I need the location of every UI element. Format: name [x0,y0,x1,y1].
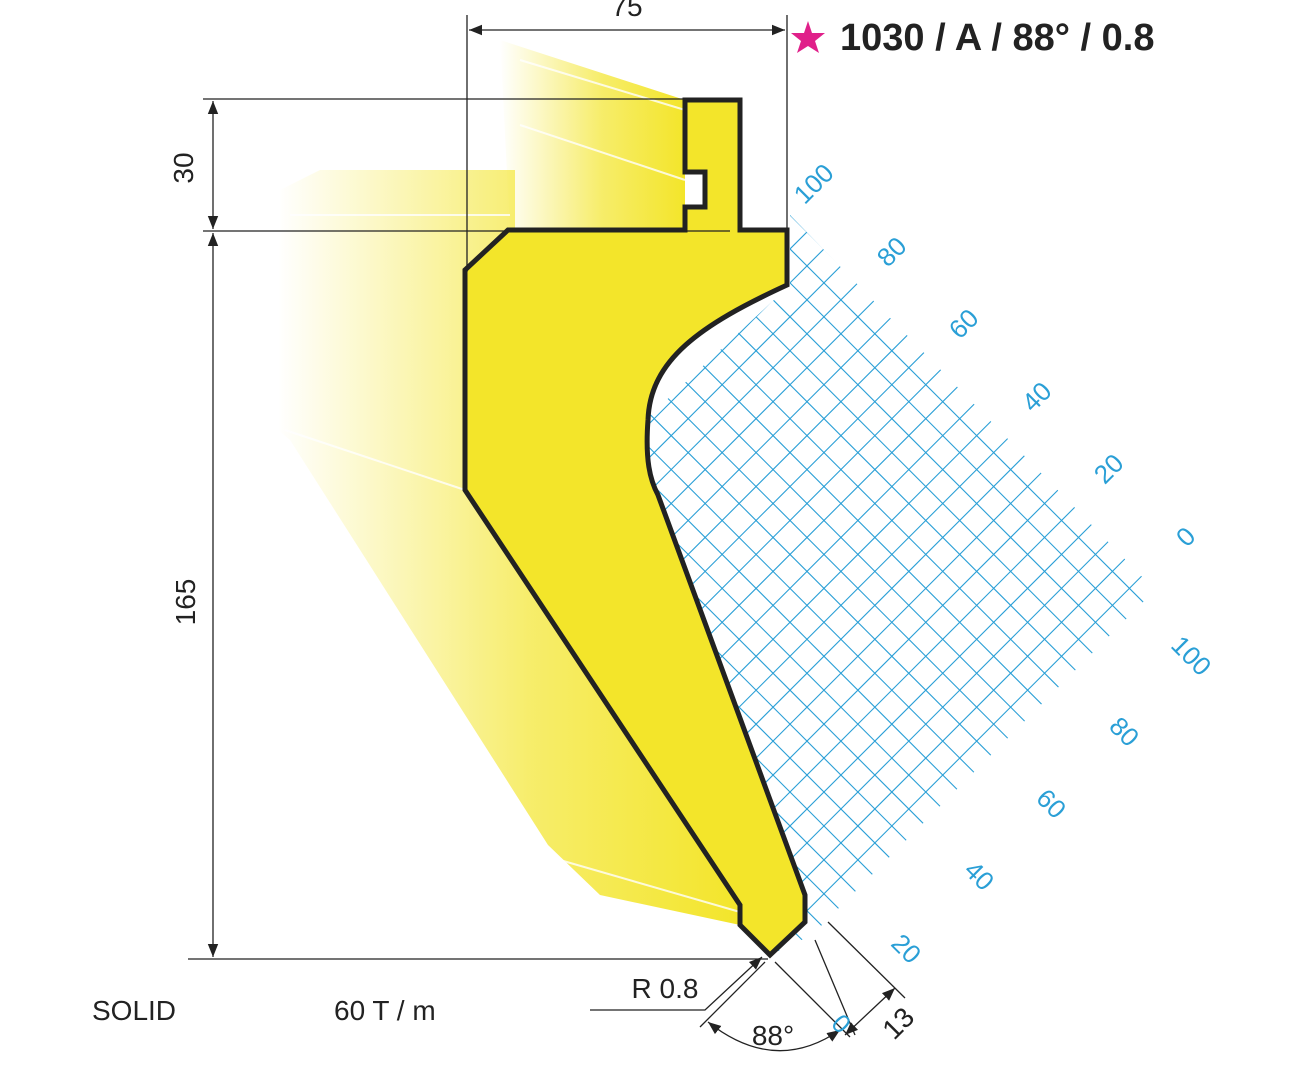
grid-line [707,268,1119,680]
grid-line [645,336,1051,748]
grid-scale-label: 40 [1016,376,1058,418]
grid-scale-label: 60 [943,303,985,345]
grid-line [645,370,1017,782]
grid-line [645,353,958,765]
grid-line [645,353,1034,765]
grid-scale-label: 0 [826,1008,857,1039]
height-label: 165 [170,579,201,626]
type-label: SOLID [92,995,176,1026]
top-height-label: 30 [168,152,199,183]
grid-scale-label: 20 [886,928,928,970]
grid-scale-label: 80 [1104,711,1146,753]
grid-line [645,370,975,782]
extrusion [278,40,741,925]
grid-scale-label: 40 [959,855,1001,897]
grid-line [758,217,1155,629]
grid-scale-label: 0 [1170,521,1201,552]
grid-line [645,319,924,731]
grid-line [741,234,1153,646]
grid-line [645,438,949,849]
grid-labels: 100 80 60 40 20 0 100 80 60 40 20 0 [788,158,1218,1040]
grid-scale-label: 20 [1088,448,1130,490]
grid-scale-label: 100 [788,158,840,210]
grid-line [645,268,873,680]
grid-scale-label: 100 [1165,630,1217,682]
grid-line [673,302,1085,714]
grid-scale-label: 80 [871,231,913,273]
title: 1030 / A / 88° / 0.8 [840,17,1154,59]
tip-label: 13 [876,1001,920,1045]
grid-line [645,404,983,816]
grid-line [645,455,932,866]
grid-line [724,251,1136,663]
grid-line [690,285,1102,697]
grid-line [656,319,1068,731]
grid-line [645,285,890,697]
grid-scale-label: 60 [1031,783,1073,825]
grid-line [645,421,966,832]
angle-label: 88° [752,1020,794,1051]
radius-label: R 0.8 [632,973,699,1004]
tool-profile [462,97,808,959]
grid-line [750,556,1155,955]
width-label: 75 [611,0,642,22]
dimension-lines [188,15,906,1052]
grid-line [645,336,941,748]
grid-line [645,302,907,714]
grid-line [645,387,1000,799]
capacity-label: 60 T / m [334,995,436,1026]
star-icon [791,21,825,53]
